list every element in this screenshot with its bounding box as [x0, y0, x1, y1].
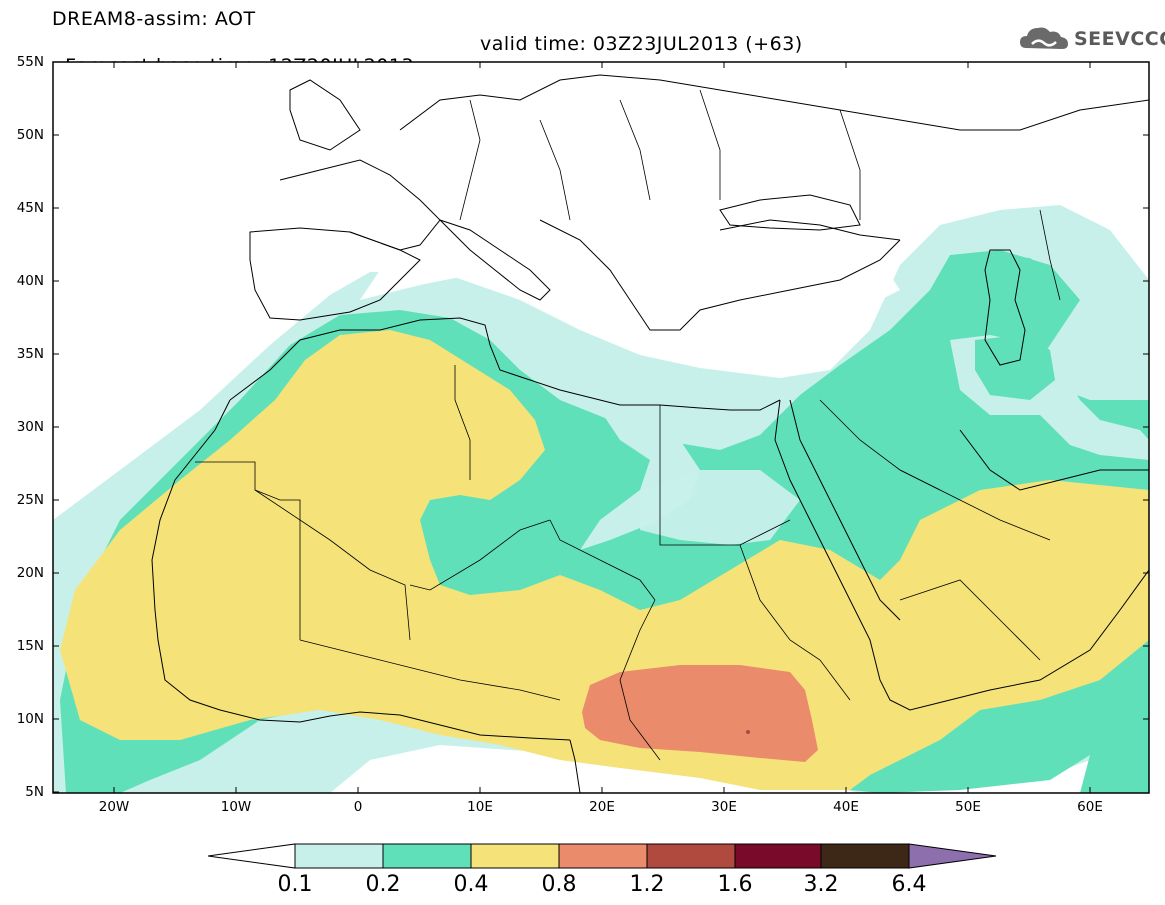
- colorbar-bin-4: [558, 843, 648, 869]
- y-tick-label: 15N: [16, 638, 44, 654]
- x-tick-label: 30E: [711, 799, 737, 815]
- aot-region-0.2-iran-blob: [975, 335, 1055, 400]
- valid-time: valid time: 03Z23JUL2013 (+63): [480, 33, 803, 55]
- colorbar-bin-2: [382, 843, 472, 869]
- map-title: DREAM8-assim: AOT: [52, 8, 256, 30]
- colorbar-label: 6.4: [891, 872, 927, 897]
- y-tick-label: 40N: [16, 273, 44, 289]
- logo-text: SEEVCCC: [1074, 28, 1165, 50]
- colorbar-label: 0.2: [365, 872, 401, 897]
- colorbar-label: 1.2: [629, 872, 665, 897]
- y-tick-label: 30N: [16, 419, 44, 435]
- y-tick-label: 35N: [16, 346, 44, 362]
- colorbar-bin-5: [646, 843, 736, 869]
- colorbar-bin-1: [294, 843, 384, 869]
- colorbar-label: 0.1: [277, 872, 313, 897]
- y-tick-label: 50N: [16, 127, 44, 143]
- colorbar-label: 1.6: [717, 872, 753, 897]
- colorbar-bin-6: [734, 843, 822, 869]
- aot-region-0.1-libya: [580, 410, 700, 550]
- colorbar-bin-7: [820, 843, 910, 869]
- country-borders: [195, 89, 1061, 761]
- mediterranean-sea: [360, 232, 900, 355]
- axis-ticks: [53, 61, 1149, 793]
- aot-region-0.2-caspian: [960, 255, 1065, 315]
- colorbar-over-arrow: [908, 843, 997, 869]
- y-tick-label: 5N: [25, 784, 44, 800]
- x-tick-label: 10W: [220, 799, 252, 815]
- colorbar-label: 0.4: [453, 872, 489, 897]
- x-tick-label: 60E: [1077, 799, 1103, 815]
- x-tick-label: 0: [353, 799, 363, 815]
- x-tick-label: 10E: [467, 799, 493, 815]
- colorbar-label: 0.8: [541, 872, 577, 897]
- x-tick-label: 20E: [589, 799, 615, 815]
- aot-region-0.1-levant: [640, 470, 800, 545]
- colorbar: [207, 843, 997, 869]
- x-tick-label: 40E: [833, 799, 859, 815]
- aot-region-0.4-sahara: [60, 330, 1149, 790]
- colorbar-bin-3: [470, 843, 560, 869]
- coastlines: [151, 74, 1149, 793]
- colorbar-label: 3.2: [803, 872, 839, 897]
- cloud-icon: [1020, 27, 1068, 49]
- y-tick-label: 45N: [16, 200, 44, 216]
- y-tick-label: 55N: [16, 54, 44, 70]
- y-tick-label: 20N: [16, 565, 44, 581]
- y-tick-label: 10N: [16, 711, 44, 727]
- y-tick-label: 25N: [16, 492, 44, 508]
- aot-region-1.2-spot: [746, 730, 750, 734]
- aot-region-0.8: [582, 665, 818, 762]
- x-tick-label: 50E: [955, 799, 981, 815]
- x-tick-label: 20W: [98, 799, 130, 815]
- seevccc-logo: SEEVCCC: [1018, 22, 1165, 56]
- colorbar-under-arrow: [207, 843, 296, 869]
